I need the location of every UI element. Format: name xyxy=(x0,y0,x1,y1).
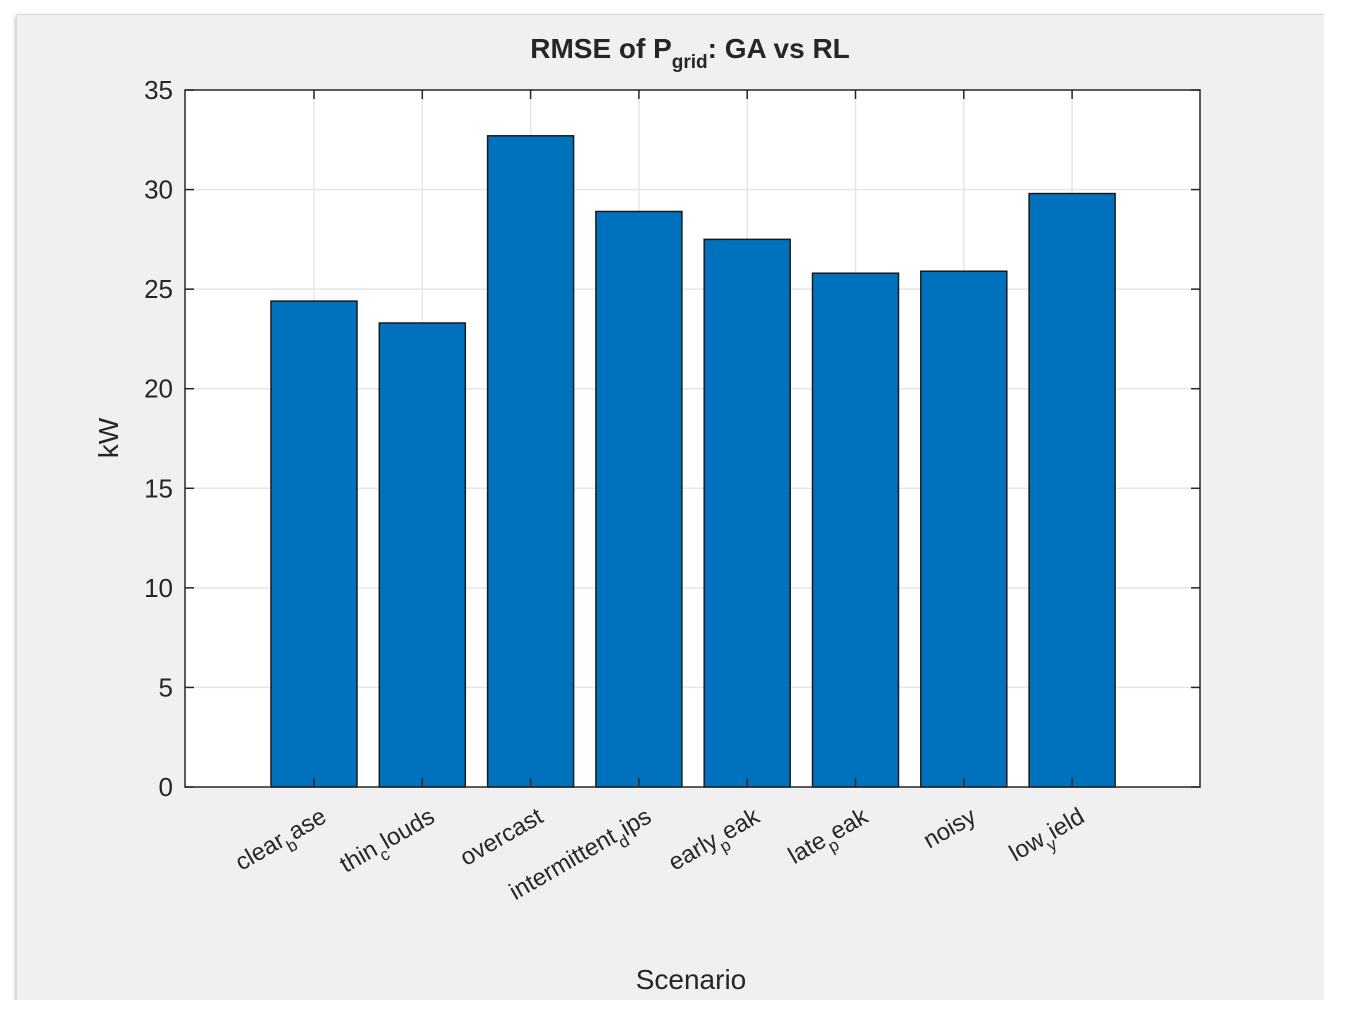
y-tick-label: 0 xyxy=(159,772,173,802)
x-tick-label: thinclouds xyxy=(335,803,443,885)
bar xyxy=(1028,192,1116,788)
y-tick-labels: 0 5 10 15 20 25 30 35 xyxy=(144,75,173,802)
bar xyxy=(378,322,467,788)
y-tick-label: 5 xyxy=(159,672,173,702)
bar xyxy=(595,210,683,788)
x-tick-label: clearbase xyxy=(231,803,335,883)
axis-ticks xyxy=(185,89,1200,788)
x-axis-label: Scenario xyxy=(636,964,747,995)
x-tick-label: lowyield xyxy=(1005,803,1093,873)
page-margin-bottom xyxy=(0,1000,1355,1031)
y-tick-label: 30 xyxy=(144,175,173,205)
x-tick-label: overcast xyxy=(456,803,548,872)
bar xyxy=(811,272,900,788)
y-tick-label: 10 xyxy=(144,573,173,603)
y-tick-label: 20 xyxy=(144,374,173,404)
x-tick-label: latepeak xyxy=(784,802,877,875)
x-tick-label: earlypeak xyxy=(664,802,769,882)
bar xyxy=(486,135,575,788)
bar xyxy=(703,238,791,788)
y-tick-label: 25 xyxy=(144,274,173,304)
y-tick-label: 15 xyxy=(144,473,173,503)
page-margin-right xyxy=(1324,0,1355,1031)
chart-title: RMSE of Pgrid: GA vs RL xyxy=(530,33,850,73)
bar xyxy=(270,300,358,788)
y-tick-label: 35 xyxy=(144,75,173,105)
axes-box xyxy=(184,89,1201,788)
y-axis-label: kW xyxy=(93,417,124,458)
bars xyxy=(270,135,1116,788)
x-tick-label: noisy xyxy=(919,803,981,854)
bar xyxy=(920,270,1008,788)
